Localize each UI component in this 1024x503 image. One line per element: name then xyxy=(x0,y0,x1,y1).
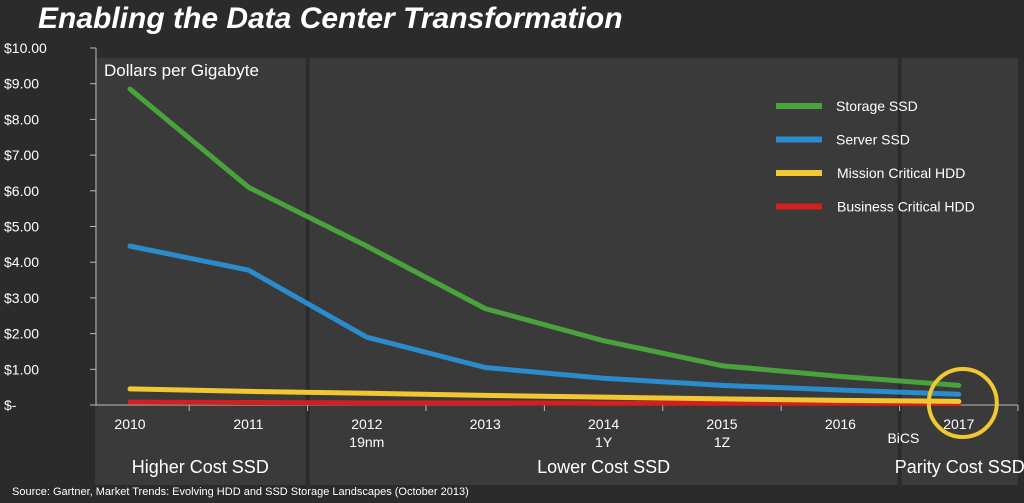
x-tick-label: 2014 xyxy=(588,416,619,432)
y-tick-label: $4.00 xyxy=(4,254,39,270)
series-line-server-ssd xyxy=(127,243,962,397)
legend-label: Mission Critical HDD xyxy=(837,165,965,181)
highlight xyxy=(926,367,999,439)
x-tick-label: 2016 xyxy=(825,416,856,432)
series-line-mission-critical-hdd xyxy=(127,386,962,404)
highlight-circle xyxy=(926,367,999,439)
phase-label: Higher Cost SSD xyxy=(132,457,269,477)
x-tick-sublabel: 1Z xyxy=(714,434,731,450)
y-tick-label: $5.00 xyxy=(4,219,39,235)
phase-panel xyxy=(901,58,1018,485)
phase-label: Lower Cost SSD xyxy=(537,457,670,477)
phase-panels xyxy=(95,58,1018,485)
x-tick-label: 2011 xyxy=(233,416,263,432)
y-tick-label: $3.00 xyxy=(4,290,39,306)
y-tick-label: $9.00 xyxy=(4,76,39,92)
x-tick-sublabel: BiCS xyxy=(887,430,919,446)
y-tick-label: $7.00 xyxy=(4,147,39,163)
x-tick-label: 2013 xyxy=(470,416,501,432)
phase-panel xyxy=(95,58,306,485)
legend-label: Business Critical HDD xyxy=(837,199,975,215)
y-tick-label: $- xyxy=(4,397,17,413)
x-tick-label: 2015 xyxy=(706,416,737,432)
y-tick-label: $6.00 xyxy=(4,183,39,199)
series-lines xyxy=(127,86,962,407)
y-axis-label: Dollars per Gigabyte xyxy=(104,61,259,80)
x-tick-sublabel: 19nm xyxy=(349,434,384,450)
legend: Storage SSD Server SSD Mission Critical HD… xyxy=(776,98,975,215)
phase-labels: Higher Cost SSD Lower Cost SSD Parity Cost… xyxy=(132,457,1024,477)
source-note: Source: Gartner, Market Trends: Evolving… xyxy=(12,486,469,498)
page-title: Enabling the Data Center Transformation xyxy=(38,2,623,35)
x-tick-label: 2012 xyxy=(351,416,382,432)
phase-label: Parity Cost SSD xyxy=(895,457,1024,477)
y-tick-label: $10.00 xyxy=(4,40,47,56)
y-axis: $- $1.00 $2.00 $3.00 $4.00 $5.00 $6.00 $7.00 $8.… xyxy=(4,40,97,413)
series-line-storage-ssd xyxy=(127,86,962,388)
x-tick-label: 2010 xyxy=(114,416,145,432)
phase-panel xyxy=(309,58,898,485)
legend-label: Storage SSD xyxy=(836,98,918,114)
y-tick-label: $2.00 xyxy=(4,326,39,342)
legend-label: Server SSD xyxy=(836,132,910,148)
y-tick-label: $1.00 xyxy=(4,361,39,377)
series-line-business-critical-hdd xyxy=(127,399,962,407)
y-tick-label: $8.00 xyxy=(4,111,39,127)
x-tick-label: 2017 xyxy=(943,416,974,432)
x-tick-sublabel: 1Y xyxy=(595,434,613,450)
